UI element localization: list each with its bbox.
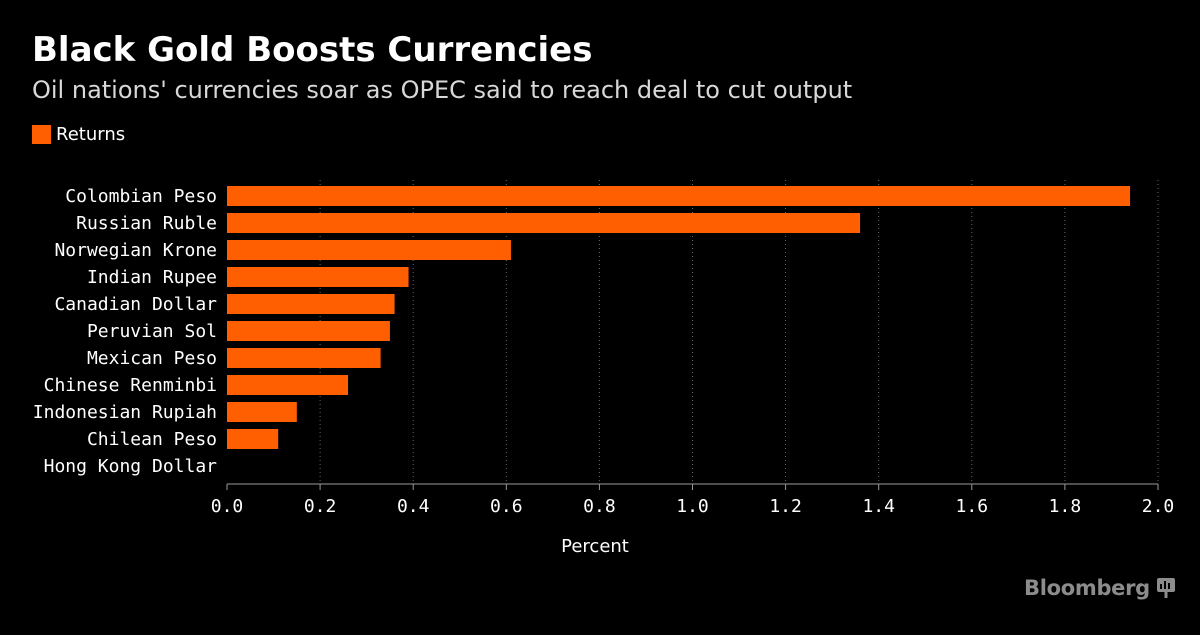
x-axis-label: Percent (561, 536, 629, 557)
x-tick-label: 0.4 (397, 496, 430, 517)
bar (227, 429, 279, 449)
x-tick-label: 2.0 (1142, 496, 1175, 517)
category-label: Russian Ruble (76, 213, 217, 234)
x-tick-label: 1.2 (769, 496, 802, 517)
x-tick-label: 1.4 (862, 496, 895, 517)
bar (227, 294, 395, 314)
x-tick-label: 0.2 (304, 496, 337, 517)
legend: Returns (32, 124, 125, 145)
bloomberg-logo: Bloomberg (1024, 576, 1175, 600)
category-label: Chinese Renminbi (44, 375, 217, 396)
x-tick-label: 0.0 (211, 496, 244, 517)
x-tick-label: 0.6 (490, 496, 523, 517)
category-label: Norwegian Krone (54, 240, 217, 261)
x-tick-label: 1.0 (676, 496, 709, 517)
x-tick-label: 1.6 (956, 496, 989, 517)
brand-name: Bloomberg (1024, 576, 1150, 600)
legend-label: Returns (56, 124, 126, 145)
chart-title: Black Gold Boosts Currencies (32, 30, 593, 70)
category-label: Indonesian Rupiah (33, 402, 217, 423)
category-label: Mexican Peso (87, 348, 217, 369)
bar (227, 213, 861, 233)
category-label: Indian Rupee (87, 267, 217, 288)
bar (227, 240, 511, 260)
x-tick-label: 0.8 (583, 496, 616, 517)
category-label: Peruvian Sol (87, 321, 217, 342)
bar (227, 402, 297, 422)
bloomberg-terminal-icon (1156, 578, 1175, 598)
chart-subtitle: Oil nations' currencies soar as OPEC sai… (32, 76, 853, 104)
bar (227, 375, 349, 395)
bar (227, 186, 1131, 206)
legend-swatch (32, 125, 51, 144)
category-label: Chilean Peso (87, 429, 217, 450)
category-label: Hong Kong Dollar (44, 456, 218, 477)
x-tick-label: 1.8 (1049, 496, 1082, 517)
bar (227, 267, 409, 287)
bar (227, 321, 390, 341)
category-label: Colombian Peso (65, 186, 217, 207)
bar (227, 348, 381, 368)
category-label: Canadian Dollar (54, 294, 217, 315)
